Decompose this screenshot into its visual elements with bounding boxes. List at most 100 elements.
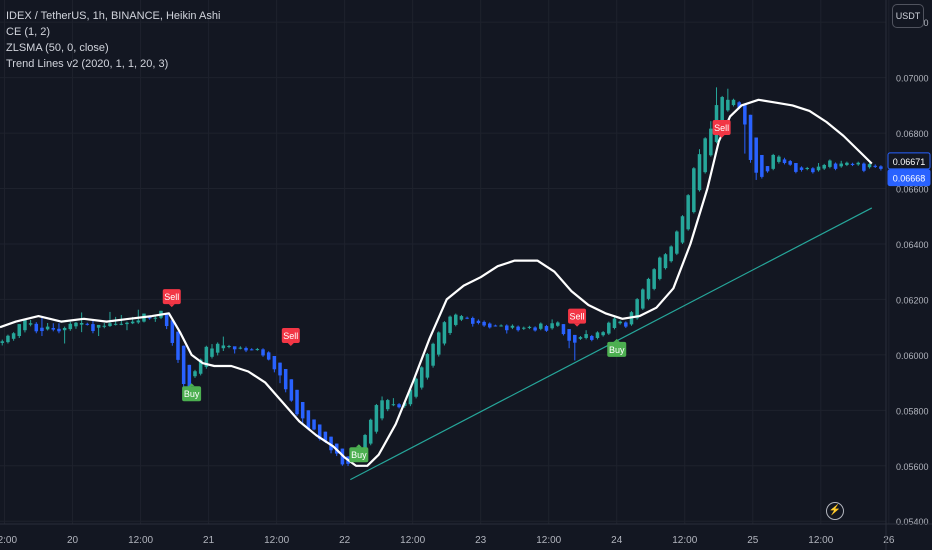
candle-bull	[28, 323, 33, 325]
label-pointer	[168, 304, 175, 308]
candle-bear	[34, 323, 39, 332]
sell-signal-label: Sell	[712, 120, 731, 139]
x-tick-label: 12:00	[264, 535, 289, 546]
candle-bull	[210, 348, 214, 357]
y-tick-label: 0.05800	[896, 406, 929, 416]
buy-signal-label: Buy	[182, 383, 202, 402]
legend-symbol[interactable]: IDEX / TetherUS, 1h, BINANCE, Heikin Ash…	[6, 10, 221, 22]
candle-bull	[136, 320, 141, 323]
candle-bear	[737, 102, 741, 108]
candle-bull	[675, 231, 679, 254]
candle-bull	[641, 289, 645, 309]
candle-bull	[74, 322, 78, 327]
candle-bear	[278, 362, 282, 376]
x-tick-label: 25	[747, 535, 759, 546]
label-box	[607, 341, 627, 357]
legend-ce-indicator[interactable]: CE (1, 2)	[6, 26, 51, 38]
candle-bull	[816, 166, 821, 171]
candle-bull	[556, 322, 560, 326]
candle-bear	[799, 167, 804, 170]
candle-bear	[533, 327, 537, 331]
label-box	[182, 386, 202, 402]
candle-bull	[527, 326, 532, 328]
x-tick-label: 12:00	[128, 535, 153, 546]
candle-bull	[221, 345, 226, 349]
zlsma-line	[0, 98, 873, 467]
candle-bear	[471, 318, 475, 324]
label-box	[349, 447, 369, 463]
candle-bull	[108, 323, 112, 327]
candle-bull	[408, 389, 413, 405]
candle-bull	[198, 359, 203, 374]
candle-bear	[164, 314, 169, 327]
candle-bear	[249, 349, 254, 351]
candle-bull	[601, 332, 605, 336]
candle-bull	[839, 163, 843, 167]
candle-bull	[499, 325, 503, 327]
candle-bull	[255, 349, 260, 351]
candle-bear	[754, 137, 758, 173]
label-box	[712, 120, 731, 136]
candle-bull	[584, 334, 588, 338]
candle-bear	[329, 436, 333, 451]
legend-zlsma-indicator[interactable]: ZLSMA (50, 0, close)	[6, 42, 109, 54]
candle-bull	[153, 317, 158, 319]
last-price-label	[887, 169, 931, 187]
sell-signal-label: Sell	[568, 308, 587, 327]
candle-bull	[363, 435, 367, 453]
candle-bull	[0, 341, 5, 343]
candle-bull	[607, 322, 611, 334]
lightning-icon[interactable]: ⚡	[826, 502, 844, 520]
signal-text: Buy	[609, 345, 625, 355]
candle-bull	[618, 321, 622, 324]
sell-signal-label: Sell	[162, 289, 181, 308]
candle-bull	[539, 323, 543, 329]
currency-button[interactable]: USDT	[892, 4, 924, 28]
candle-bear	[833, 163, 838, 169]
last-price-label	[887, 152, 931, 170]
candle-bull	[102, 325, 107, 327]
candle-bear	[743, 104, 747, 125]
last-price-text: 0.06671	[893, 157, 926, 167]
candle-bull	[380, 400, 384, 419]
y-tick-label: 0.06200	[896, 295, 929, 305]
chart-legend: IDEX / TetherUS, 1h, BINANCE, Heikin Ash…	[6, 8, 220, 72]
candle-bull	[805, 168, 809, 170]
candle-bull	[726, 99, 730, 111]
candle-bear	[170, 320, 175, 343]
legend-trendlines-indicator[interactable]: Trend Lines v2 (2020, 1, 1, 20, 3)	[6, 58, 169, 70]
candle-bear	[232, 346, 237, 350]
label-box	[281, 327, 300, 343]
candle-bull	[436, 332, 441, 355]
candle-bull	[856, 162, 860, 165]
candle-bear	[323, 431, 328, 442]
candle-bull	[215, 343, 220, 353]
candle-bull	[522, 327, 526, 329]
candle-bull	[697, 154, 702, 191]
candle-bear	[782, 159, 787, 164]
signal-text: Sell	[283, 331, 298, 341]
candle-bear	[482, 321, 486, 326]
buy-signal-label: Buy	[607, 338, 627, 357]
label-box	[162, 289, 181, 305]
candle-bull	[368, 419, 373, 444]
candle-bull	[419, 367, 424, 388]
candle-bull	[68, 323, 73, 330]
candle-bull	[204, 346, 209, 367]
candle-bull	[459, 316, 464, 320]
y-tick-label: 0.05400	[896, 517, 929, 527]
candle-bull	[227, 346, 231, 348]
candle-bull	[646, 278, 651, 299]
candle-bear	[873, 165, 877, 167]
candle-bull	[79, 322, 84, 325]
candle-bull	[238, 347, 243, 349]
candle-bear	[51, 327, 56, 330]
candle-bear	[760, 154, 764, 177]
candle-bear	[567, 329, 571, 341]
y-tick-label: 0.06000	[896, 351, 929, 361]
candle-bull	[550, 323, 554, 329]
candle-bear	[176, 331, 180, 360]
sell-signal-label: Sell	[281, 327, 300, 346]
candle-bear	[794, 163, 798, 172]
